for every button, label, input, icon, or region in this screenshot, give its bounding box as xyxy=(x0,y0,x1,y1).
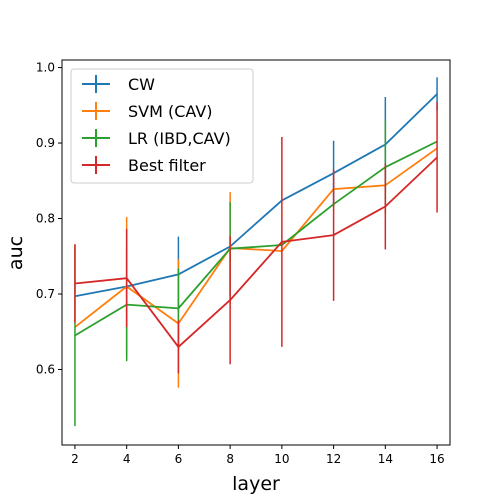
legend-item: LR (IBD,CAV) xyxy=(82,129,231,148)
x-tick-label: 2 xyxy=(71,452,79,466)
x-tick-label: 4 xyxy=(123,452,131,466)
legend-label: SVM (CAV) xyxy=(128,102,213,121)
x-tick-label: 8 xyxy=(226,452,234,466)
series-line xyxy=(74,93,438,298)
x-tick-label: 16 xyxy=(429,452,444,466)
y-axis-label: auc xyxy=(5,236,27,270)
series-line xyxy=(74,147,438,328)
y-tick-label: 0.7 xyxy=(36,287,55,301)
legend-label: LR (IBD,CAV) xyxy=(128,129,231,148)
series-layer xyxy=(74,77,438,427)
legend: CW SVM (CAV) LR (IBD,CAV) Best filter xyxy=(70,68,254,184)
legend-label: Best filter xyxy=(128,156,206,175)
y-tick-label: 1.0 xyxy=(36,61,55,75)
legend-item: Best filter xyxy=(82,156,206,175)
x-axis-label: layer xyxy=(232,473,280,495)
x-tick-label: 14 xyxy=(378,452,393,466)
x-tick-label: 12 xyxy=(326,452,341,466)
series-line xyxy=(74,140,438,337)
y-tick-label: 0.6 xyxy=(36,363,55,377)
y-tick-label: 0.8 xyxy=(36,212,55,226)
legend-label: CW xyxy=(128,75,155,94)
legend-item: CW xyxy=(82,75,155,94)
y-tick-label: 0.9 xyxy=(36,136,55,150)
legend-box xyxy=(70,68,254,184)
legend-items: CW SVM (CAV) LR (IBD,CAV) Best filter xyxy=(82,75,231,175)
series-line xyxy=(74,156,438,348)
x-tick-label: 6 xyxy=(175,452,183,466)
x-tick-label: 10 xyxy=(274,452,289,466)
plot-frame xyxy=(61,59,451,446)
y-axis-ticks: 0.6 0.7 0.8 0.9 1.0 xyxy=(36,61,62,377)
legend-item: SVM (CAV) xyxy=(82,102,213,121)
x-axis-ticks: 2 4 6 8 10 12 14 16 xyxy=(71,445,445,466)
series-3 xyxy=(74,102,438,374)
